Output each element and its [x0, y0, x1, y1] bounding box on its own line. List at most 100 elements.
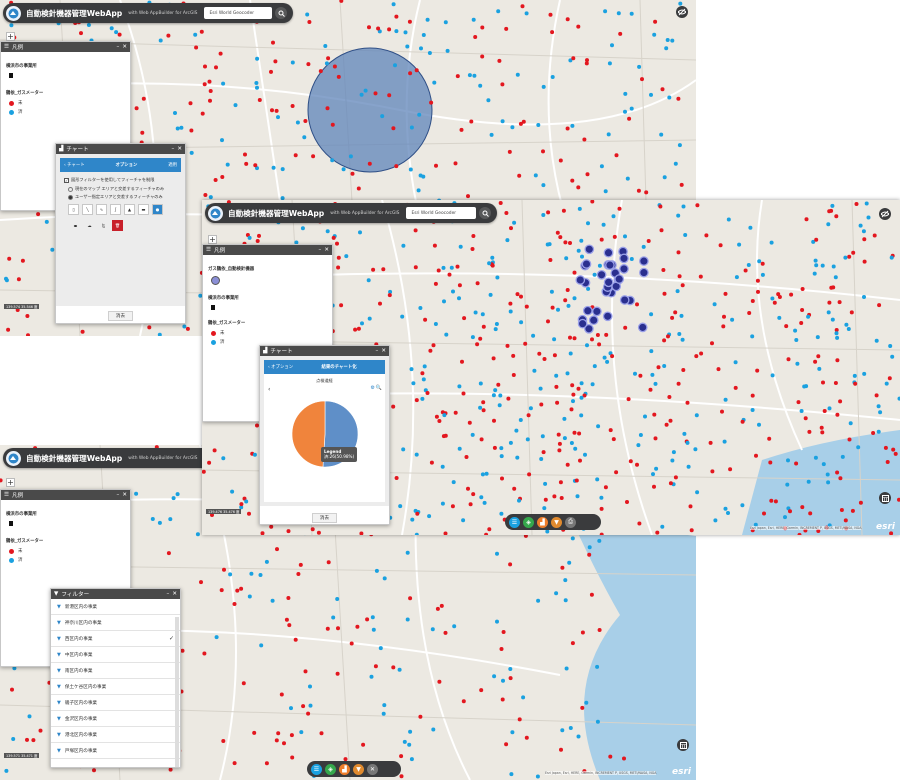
meter-point[interactable] [508, 440, 513, 445]
meter-point[interactable] [264, 761, 269, 766]
meter-point[interactable] [453, 410, 458, 415]
meter-point[interactable] [220, 175, 225, 179]
meter-point[interactable] [484, 532, 489, 535]
meter-point[interactable] [599, 164, 604, 169]
meter-point[interactable] [874, 338, 879, 343]
meter-point[interactable] [608, 428, 613, 433]
meter-point[interactable] [565, 462, 570, 467]
filter-item[interactable]: ▼ 金沢区内の事業 [51, 711, 180, 727]
meter-point[interactable] [466, 194, 470, 199]
meter-point[interactable] [807, 429, 812, 434]
meter-point[interactable] [629, 11, 634, 16]
meter-point[interactable] [492, 445, 497, 450]
selected-device-point[interactable] [619, 253, 629, 264]
meter-point[interactable] [531, 333, 536, 338]
meter-point[interactable] [509, 226, 513, 231]
meter-point[interactable] [193, 32, 198, 37]
meter-point[interactable] [814, 263, 819, 268]
meter-point[interactable] [271, 40, 275, 45]
meter-point[interactable] [576, 24, 581, 29]
meter-point[interactable] [575, 494, 580, 499]
meter-point[interactable] [479, 437, 484, 442]
meter-point[interactable] [552, 494, 557, 499]
meter-point[interactable] [481, 400, 486, 405]
meter-point[interactable] [114, 30, 119, 35]
meter-point[interactable] [695, 203, 700, 208]
meter-point[interactable] [562, 436, 567, 441]
meter-point[interactable] [311, 154, 316, 159]
meter-point[interactable] [523, 341, 528, 346]
meter-point[interactable] [202, 651, 207, 656]
meter-point[interactable] [712, 302, 717, 307]
meter-point[interactable] [673, 475, 678, 480]
tools-widget-icon[interactable]: ✕ [367, 763, 378, 775]
meter-point[interactable] [563, 578, 568, 583]
meter-point[interactable] [232, 761, 237, 766]
meter-point[interactable] [602, 355, 607, 360]
meter-point[interactable] [455, 74, 460, 79]
meter-point[interactable] [543, 497, 548, 502]
meter-point[interactable] [207, 460, 212, 465]
meter-point[interactable] [394, 164, 399, 169]
meter-point[interactable] [718, 243, 723, 248]
meter-point[interactable] [665, 38, 670, 42]
meter-point[interactable] [668, 418, 673, 423]
meter-point[interactable] [207, 79, 212, 84]
selected-device-point[interactable] [639, 267, 649, 278]
meter-point[interactable] [517, 717, 522, 722]
meter-point[interactable] [16, 277, 21, 282]
meter-point[interactable] [599, 532, 604, 535]
meter-point[interactable] [670, 458, 675, 463]
meter-point[interactable] [564, 666, 569, 671]
meter-point[interactable] [303, 119, 308, 123]
meter-point[interactable] [713, 518, 718, 523]
meter-point[interactable] [269, 69, 273, 74]
meter-point[interactable] [409, 125, 414, 130]
meter-point[interactable] [350, 171, 355, 176]
meter-point[interactable] [682, 431, 687, 436]
meter-point[interactable] [336, 265, 341, 270]
meter-point[interactable] [862, 295, 866, 299]
meter-point[interactable] [421, 33, 426, 37]
meter-point[interactable] [653, 19, 658, 24]
meter-point[interactable] [568, 58, 573, 63]
meter-point[interactable] [854, 202, 859, 206]
meter-point[interactable] [576, 185, 581, 190]
meter-point[interactable] [435, 606, 440, 611]
meter-point[interactable] [748, 225, 753, 230]
meter-point[interactable] [885, 460, 890, 464]
meter-point[interactable] [611, 437, 616, 442]
meter-point[interactable] [437, 419, 442, 423]
meter-point[interactable] [797, 532, 802, 535]
meter-point[interactable] [182, 324, 187, 329]
meter-point[interactable] [890, 354, 895, 359]
meter-point[interactable] [533, 173, 538, 178]
meter-point[interactable] [212, 448, 217, 453]
meter-point[interactable] [667, 395, 672, 399]
prev-chart-icon[interactable]: ‹ [268, 386, 271, 393]
filter-checkbox[interactable]: ✓ [64, 177, 69, 183]
selected-device-point[interactable] [619, 264, 629, 274]
meter-point[interactable] [539, 457, 544, 461]
meter-point[interactable] [666, 334, 670, 339]
meter-point[interactable] [373, 91, 378, 96]
meter-point[interactable] [826, 480, 831, 485]
meter-point[interactable] [515, 72, 520, 77]
meter-point[interactable] [542, 357, 547, 361]
eye-icon[interactable] [676, 6, 688, 18]
meter-point[interactable] [464, 455, 469, 459]
meter-point[interactable] [794, 461, 799, 466]
close-icon[interactable]: ✕ [172, 591, 177, 597]
selected-device-point[interactable] [637, 322, 648, 333]
meter-point[interactable] [202, 82, 207, 87]
meter-point[interactable] [750, 299, 755, 303]
meter-point[interactable] [417, 112, 422, 117]
meter-point[interactable] [755, 368, 760, 373]
selected-device-point[interactable] [584, 244, 595, 255]
meter-point[interactable] [689, 528, 694, 533]
meter-point[interactable] [550, 30, 555, 35]
meter-point[interactable] [651, 472, 655, 477]
meter-point[interactable] [401, 243, 406, 248]
meter-point[interactable] [872, 233, 877, 238]
meter-point[interactable] [247, 511, 251, 516]
